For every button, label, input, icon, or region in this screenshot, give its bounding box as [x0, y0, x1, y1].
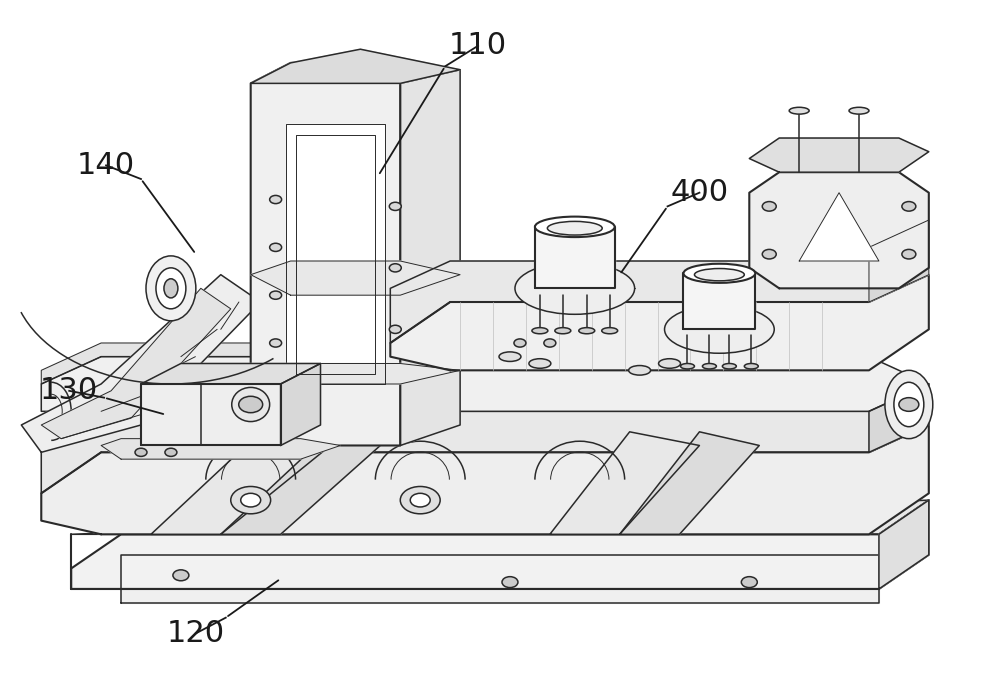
Circle shape: [902, 250, 916, 259]
Circle shape: [270, 244, 282, 252]
Ellipse shape: [156, 268, 186, 309]
Polygon shape: [41, 329, 929, 384]
Ellipse shape: [529, 359, 551, 368]
Polygon shape: [41, 288, 231, 438]
Circle shape: [902, 202, 916, 211]
Ellipse shape: [894, 382, 924, 427]
Polygon shape: [151, 431, 330, 534]
Circle shape: [899, 398, 919, 412]
Polygon shape: [749, 138, 929, 172]
Circle shape: [135, 448, 147, 456]
Polygon shape: [221, 431, 380, 534]
Polygon shape: [390, 274, 929, 370]
Text: 130: 130: [40, 377, 98, 405]
Ellipse shape: [515, 262, 635, 314]
Circle shape: [544, 339, 556, 347]
Ellipse shape: [535, 217, 615, 237]
Polygon shape: [251, 63, 400, 445]
Ellipse shape: [499, 352, 521, 362]
Text: 110: 110: [449, 32, 507, 60]
Circle shape: [514, 339, 526, 347]
Polygon shape: [41, 357, 929, 412]
Ellipse shape: [849, 107, 869, 114]
Ellipse shape: [722, 364, 736, 369]
Polygon shape: [101, 438, 340, 459]
Text: 120: 120: [167, 619, 225, 648]
Ellipse shape: [659, 359, 680, 368]
Ellipse shape: [164, 279, 178, 298]
Polygon shape: [141, 384, 281, 445]
Polygon shape: [121, 555, 879, 602]
Ellipse shape: [579, 328, 595, 334]
Circle shape: [231, 486, 271, 514]
Ellipse shape: [146, 256, 196, 321]
Polygon shape: [749, 172, 929, 288]
Circle shape: [741, 577, 757, 588]
Polygon shape: [286, 124, 385, 384]
Polygon shape: [251, 364, 460, 384]
Ellipse shape: [629, 366, 651, 375]
Polygon shape: [21, 274, 261, 452]
Circle shape: [389, 263, 401, 272]
Polygon shape: [799, 193, 879, 261]
Polygon shape: [535, 227, 615, 288]
Circle shape: [389, 202, 401, 211]
Circle shape: [389, 325, 401, 333]
Circle shape: [762, 250, 776, 259]
Polygon shape: [281, 364, 320, 445]
Polygon shape: [400, 70, 460, 445]
Ellipse shape: [744, 364, 758, 369]
Polygon shape: [869, 384, 929, 452]
Ellipse shape: [532, 328, 548, 334]
Ellipse shape: [680, 364, 694, 369]
Ellipse shape: [683, 263, 755, 283]
Polygon shape: [41, 425, 929, 534]
Circle shape: [270, 339, 282, 347]
Ellipse shape: [694, 268, 744, 281]
Circle shape: [173, 570, 189, 581]
Polygon shape: [71, 500, 929, 534]
Circle shape: [762, 202, 776, 211]
Text: 140: 140: [77, 151, 135, 180]
Ellipse shape: [547, 222, 602, 235]
Ellipse shape: [665, 305, 774, 353]
Polygon shape: [683, 273, 755, 329]
Polygon shape: [251, 261, 460, 295]
Circle shape: [410, 493, 430, 507]
Ellipse shape: [602, 328, 618, 334]
Ellipse shape: [789, 107, 809, 114]
Polygon shape: [550, 431, 699, 534]
Circle shape: [241, 493, 261, 507]
Circle shape: [270, 196, 282, 204]
Polygon shape: [390, 261, 929, 343]
Polygon shape: [251, 49, 460, 84]
Polygon shape: [41, 384, 929, 493]
Circle shape: [165, 448, 177, 456]
Polygon shape: [141, 364, 320, 384]
Polygon shape: [879, 500, 929, 589]
Ellipse shape: [232, 388, 270, 422]
Circle shape: [239, 397, 263, 413]
Polygon shape: [71, 500, 929, 589]
Circle shape: [502, 577, 518, 588]
Polygon shape: [869, 220, 929, 302]
Circle shape: [270, 291, 282, 299]
Ellipse shape: [885, 370, 933, 438]
Circle shape: [400, 486, 440, 514]
Ellipse shape: [555, 328, 571, 334]
Ellipse shape: [702, 364, 716, 369]
Text: 400: 400: [670, 178, 729, 207]
Polygon shape: [620, 431, 759, 534]
